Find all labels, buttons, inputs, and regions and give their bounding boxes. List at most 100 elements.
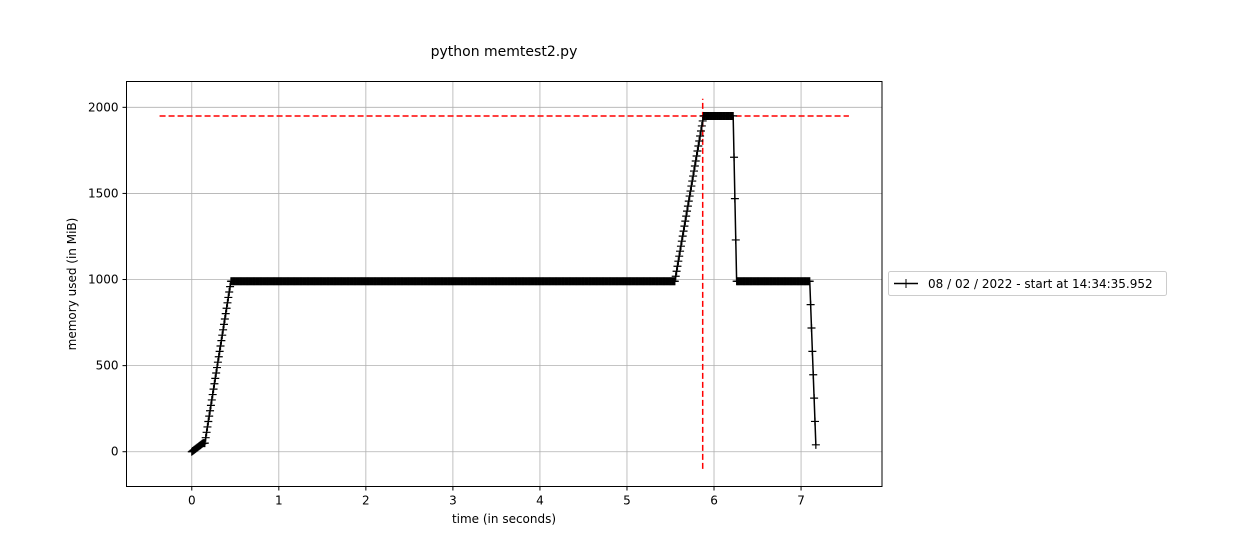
- data-point-marker: [696, 126, 705, 135]
- data-point-marker: [693, 147, 702, 156]
- data-point-marker: [221, 309, 230, 318]
- data-point-marker: [220, 315, 229, 324]
- data-point-marker: [730, 153, 739, 162]
- data-point-marker: [213, 363, 222, 372]
- y-axis-label: memory used (in MiB): [65, 218, 79, 351]
- data-point-marker: [729, 111, 738, 120]
- data-point-marker: [206, 401, 215, 410]
- data-point-marker: [671, 272, 680, 281]
- y-tick-label: 2000: [88, 100, 119, 114]
- data-point-marker: [680, 222, 689, 231]
- peak-markers: [159, 98, 849, 469]
- x-axis-ticks: 0 1 2 3 4 5 6 7: [188, 486, 805, 508]
- data-point-marker: [687, 182, 696, 191]
- x-tick-label: 5: [623, 494, 631, 508]
- x-tick-label: 2: [362, 494, 370, 508]
- data-point-marker: [213, 358, 222, 367]
- data-point-marker: [807, 323, 816, 332]
- data-point-marker: [698, 116, 707, 125]
- data-point-marker: [224, 293, 233, 302]
- data-point-marker: [731, 235, 740, 244]
- data-point-marker: [676, 247, 685, 256]
- data-point-marker: [207, 395, 216, 404]
- data-point-marker: [694, 141, 703, 150]
- data-point-marker: [218, 331, 227, 340]
- data-point-marker: [678, 232, 687, 241]
- data-point-marker: [810, 417, 819, 426]
- chart-title: python memtest2.py: [431, 44, 578, 60]
- data-point-marker: [205, 412, 214, 421]
- data-point-marker: [225, 288, 234, 297]
- data-point-marker: [673, 262, 682, 271]
- data-point-marker: [695, 136, 704, 145]
- data-point-marker: [670, 277, 679, 286]
- legend-marker-icon: [901, 279, 911, 288]
- data-point-marker: [684, 197, 693, 206]
- data-point-marker: [808, 347, 817, 356]
- data-point-marker: [686, 187, 695, 196]
- y-tick-label: 500: [96, 359, 119, 373]
- y-tick-label: 0: [111, 445, 119, 459]
- data-point-marker: [215, 347, 224, 356]
- data-point-marker: [697, 121, 706, 130]
- x-tick-label: 7: [797, 494, 805, 508]
- data-point-marker: [692, 152, 701, 161]
- data-point-marker: [689, 172, 698, 181]
- data-point-marker: [679, 227, 688, 236]
- data-point-marker: [211, 374, 220, 383]
- data-point-marker: [696, 131, 705, 140]
- data-point-marker: [209, 385, 218, 394]
- data-point-marker: [691, 157, 700, 166]
- data-point-marker: [730, 194, 739, 203]
- data-point-marker: [805, 277, 814, 286]
- data-point-marker: [677, 237, 686, 246]
- data-point-marker: [689, 167, 698, 176]
- data-point-marker: [219, 320, 228, 329]
- data-point-marker: [206, 406, 215, 415]
- data-point-marker: [202, 428, 211, 437]
- data-point-marker: [809, 370, 818, 379]
- legend-entry-label: 08 / 02 / 2022 - start at 14:34:35.952: [928, 277, 1153, 291]
- data-point-marker: [681, 217, 690, 226]
- data-point-marker: [810, 394, 819, 403]
- series-plot: [187, 111, 820, 456]
- data-point-marker: [806, 300, 815, 309]
- plot-frame: [126, 81, 883, 487]
- data-point-marker: [675, 252, 684, 261]
- data-point-marker: [203, 422, 212, 431]
- data-point-marker: [201, 433, 210, 442]
- data-point-marker: [210, 379, 219, 388]
- x-tick-label: 4: [536, 494, 544, 508]
- data-point-marker: [690, 162, 699, 171]
- data-point-marker: [683, 202, 692, 211]
- data-point-marker: [226, 282, 235, 291]
- x-tick-label: 1: [275, 494, 283, 508]
- data-point-marker: [811, 440, 820, 449]
- y-axis-ticks: 0 500 1000 1500 2000: [88, 100, 127, 459]
- x-axis-label: time (in seconds): [452, 512, 556, 526]
- data-point-marker: [217, 336, 226, 345]
- data-point-marker: [676, 242, 685, 251]
- data-point-marker: [204, 417, 213, 426]
- data-point-marker: [208, 390, 217, 399]
- data-point-marker: [672, 267, 681, 276]
- data-point-marker: [222, 304, 231, 313]
- legend: 08 / 02 / 2022 - start at 14:34:35.952: [888, 271, 1167, 296]
- data-point-marker: [685, 192, 694, 201]
- data-point-marker: [674, 257, 683, 266]
- data-point-marker: [683, 207, 692, 216]
- data-point-marker: [223, 298, 232, 307]
- x-tick-label: 0: [188, 494, 196, 508]
- y-tick-label: 1500: [88, 186, 119, 200]
- data-point-marker: [214, 352, 223, 361]
- data-point-marker: [219, 325, 228, 334]
- legend-box: [888, 271, 1167, 296]
- y-tick-label: 1000: [88, 273, 119, 287]
- x-tick-label: 6: [710, 494, 718, 508]
- data-point-marker: [212, 368, 221, 377]
- x-tick-label: 3: [449, 494, 457, 508]
- data-point-marker: [682, 212, 691, 221]
- data-point-marker: [216, 341, 225, 350]
- data-point-marker: [688, 177, 697, 186]
